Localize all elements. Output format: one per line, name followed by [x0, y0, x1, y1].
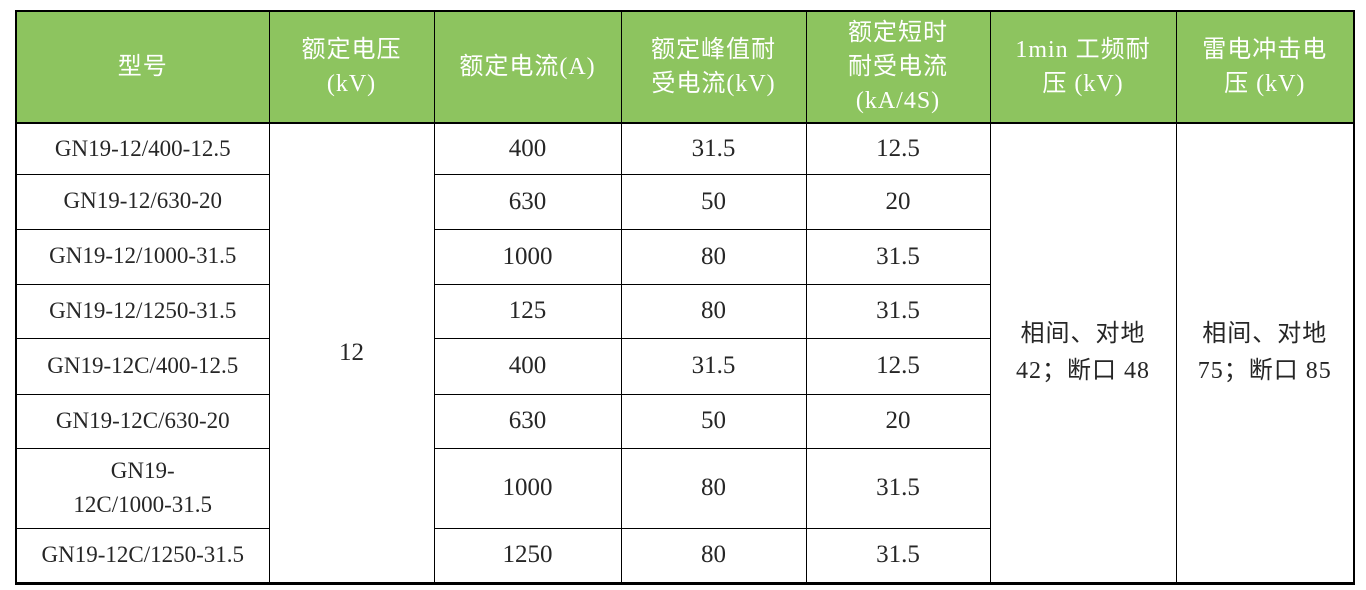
header-model-label: 型号: [117, 53, 168, 80]
header-peak-withstand-current: 额定峰值耐 受电流(kV): [620, 10, 807, 124]
table-row: GN19-12/1250-31.5 125 80 31.5: [15, 283, 1354, 339]
peak-withstand-current-cell: 80: [620, 527, 807, 584]
model-cell: GN19-12/1250-31.5: [15, 283, 270, 339]
model-cell: GN19-12C/1250-31.5: [15, 527, 270, 584]
rated-current-cell: 125: [433, 283, 622, 339]
short-time-current-cell: 31.5: [805, 447, 991, 529]
header-rated-voltage: 额定电压 (kV): [268, 10, 435, 124]
model-cell: GN19-12C/630-20: [15, 393, 270, 449]
table-row: GN19-12C/630-20 630 50 20: [15, 393, 1354, 449]
header-short-time-current: 额定短时 耐受电流 (kA/4S): [805, 10, 991, 124]
short-time-current-cell: 31.5: [805, 283, 991, 339]
peak-withstand-current-cell: 80: [620, 228, 807, 285]
spec-table: 型号 额定电压 (kV) 额定电流(A) 额定峰值耐 受电流(kV) 额定短时 …: [15, 10, 1355, 585]
model-cell: GN19-12/400-12.5: [15, 122, 270, 175]
header-row: 型号 额定电压 (kV) 额定电流(A) 额定峰值耐 受电流(kV) 额定短时 …: [15, 10, 1355, 124]
rated-current-cell: 1000: [433, 447, 622, 529]
rated-current-cell: 400: [433, 122, 622, 175]
table-row: GN19-12C/400-12.5 400 31.5 12.5: [15, 337, 1354, 395]
peak-withstand-current-cell: 31.5: [620, 337, 807, 395]
table-row: GN19-12C/1250-31.5 1250 80 31.5: [15, 527, 1354, 584]
table-row: GN19-12/400-12.5 12 400 31.5 12.5 相间、对地 …: [15, 122, 1355, 584]
header-lightning-impulse: 雷电冲击电 压 (kV): [1175, 10, 1355, 124]
peak-withstand-current-cell: 31.5: [620, 122, 807, 175]
short-time-current-cell: 12.5: [805, 337, 991, 395]
rated-voltage-merged-cell: 12: [268, 122, 435, 584]
header-power-frequency-withstand: 1min 工频耐 压 (kV): [989, 10, 1177, 124]
rated-current-cell: 630: [433, 173, 622, 230]
header-peak-withstand-current-label: 额定峰值耐 受电流(kV): [651, 36, 776, 97]
rated-current-cell: 400: [433, 337, 622, 395]
rated-current-cell: 1000: [433, 228, 622, 285]
power-frequency-withstand-merged-cell: 相间、对地 42；断口 48: [989, 122, 1177, 584]
header-rated-voltage-label: 额定电压 (kV): [301, 36, 402, 97]
peak-withstand-current-cell: 80: [620, 447, 807, 529]
header-power-frequency-withstand-label: 1min 工频耐 压 (kV): [1015, 36, 1151, 97]
short-time-current-cell: 20: [805, 173, 991, 230]
short-time-current-cell: 31.5: [805, 228, 991, 285]
model-cell: GN19-12C/400-12.5: [15, 337, 270, 395]
short-time-current-cell: 31.5: [805, 527, 991, 584]
table-row: GN19- 12C/1000-31.5 1000 80 31.5: [15, 447, 1354, 529]
peak-withstand-current-cell: 80: [620, 283, 807, 339]
model-cell: GN19-12/630-20: [15, 173, 270, 230]
header-model: 型号: [15, 10, 270, 124]
header-short-time-current-label: 额定短时 耐受电流 (kA/4S): [848, 19, 948, 115]
header-lightning-impulse-label: 雷电冲击电 压 (kV): [1202, 36, 1328, 97]
model-cell: GN19- 12C/1000-31.5: [15, 447, 270, 529]
model-cell: GN19-12/1000-31.5: [15, 228, 270, 285]
rated-current-cell: 1250: [433, 527, 622, 584]
peak-withstand-current-cell: 50: [620, 393, 807, 449]
header-rated-current-label: 额定电流(A): [459, 53, 596, 80]
header-rated-current: 额定电流(A): [433, 10, 622, 124]
peak-withstand-current-cell: 50: [620, 173, 807, 230]
rated-current-cell: 630: [433, 393, 622, 449]
short-time-current-cell: 12.5: [805, 122, 991, 175]
short-time-current-cell: 20: [805, 393, 991, 449]
lightning-impulse-merged-cell: 相间、对地 75；断口 85: [1175, 122, 1355, 584]
